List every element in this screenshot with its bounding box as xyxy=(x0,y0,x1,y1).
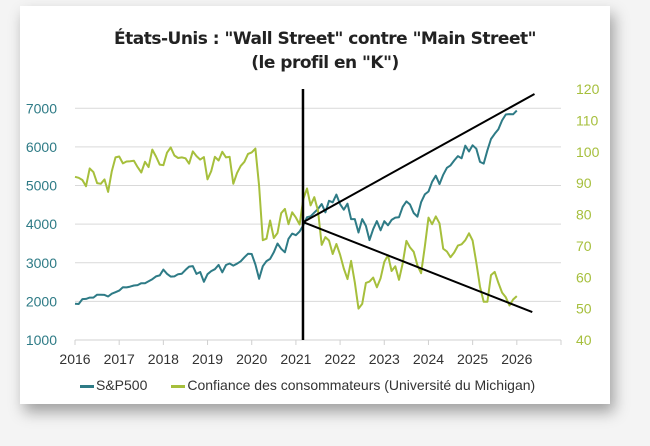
x-tick-label: 2023 xyxy=(369,351,400,367)
y-left-tick-label: 6000 xyxy=(26,139,57,155)
x-tick-label: 2020 xyxy=(236,351,267,367)
x-tick-label: 2026 xyxy=(501,351,532,367)
x-tick-label: 2016 xyxy=(59,351,90,367)
series-line-sp500 xyxy=(74,109,518,305)
legend-item-sp500: S&P500 xyxy=(80,377,147,393)
y-left-tick-label: 1000 xyxy=(26,332,57,348)
legend-label: Confiance des consommateurs (Université … xyxy=(187,377,536,393)
y-right-tick-label: 110 xyxy=(576,112,599,128)
lower-trend-line xyxy=(302,221,533,314)
legend-item-confiance: Confiance des consommateurs (Université … xyxy=(171,377,535,393)
x-tick-label: 2017 xyxy=(104,351,135,367)
x-tick-label: 2019 xyxy=(192,351,223,367)
x-tick-label: 2021 xyxy=(280,351,311,367)
x-tick-label: 2022 xyxy=(325,351,356,367)
chart-subtitle: (le profil en "K") xyxy=(251,53,399,73)
x-tick-label: 2024 xyxy=(413,351,444,367)
y-left-tick-label: 3000 xyxy=(26,255,57,271)
x-tick-label: 2025 xyxy=(457,351,488,367)
chart-title: États-Unis : "Wall Street" contre "Main … xyxy=(114,29,536,49)
y-left-tick-label: 5000 xyxy=(26,178,57,194)
y-left-tick-label: 4000 xyxy=(26,216,57,232)
x-tick-label: 2018 xyxy=(148,351,179,367)
legend-swatch xyxy=(171,384,186,388)
y-right-tick-label: 70 xyxy=(576,238,592,254)
y-left-tick-label: 7000 xyxy=(26,100,57,116)
legend-swatch xyxy=(80,384,94,388)
upper-trend-line xyxy=(302,93,535,224)
series-line-confiance xyxy=(74,146,518,310)
y-right-tick-label: 100 xyxy=(576,144,600,160)
y-right-tick-label: 80 xyxy=(576,207,592,223)
legend-label: S&P500 xyxy=(96,377,148,393)
y-right-tick-label: 60 xyxy=(576,269,592,285)
y-right-tick-label: 90 xyxy=(576,175,592,191)
chart-card xyxy=(20,6,610,404)
y-left-tick-label: 2000 xyxy=(26,293,57,309)
legend: S&P500 Confiance des consommateurs (Univ… xyxy=(80,377,535,393)
y-right-tick-label: 40 xyxy=(576,332,592,348)
y-right-tick-label: 120 xyxy=(576,81,600,97)
y-right-tick-label: 50 xyxy=(576,301,592,317)
